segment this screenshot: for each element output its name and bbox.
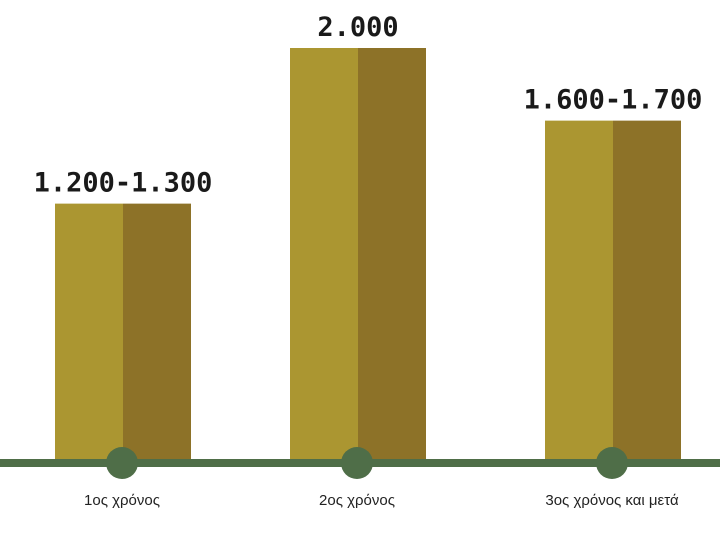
value-labels-group: 1.200-1.300 2.000 1.600-1.700: [34, 12, 703, 199]
value-label-1: 1.200-1.300: [34, 168, 213, 199]
axis-marker-1: [106, 447, 138, 479]
axis-marker-2: [341, 447, 373, 479]
value-label-2: 2.000: [317, 12, 398, 43]
axis-markers-group: [106, 447, 628, 479]
category-labels-group: 1ος χρόνος 2ος χρόνος 3ος χρόνος και μετά: [84, 492, 679, 509]
bar-2-left: [290, 48, 358, 463]
category-label-3: 3ος χρόνος και μετά: [545, 492, 679, 509]
bar-3-right: [613, 120, 681, 463]
bar-1-right: [123, 203, 191, 463]
value-label-3: 1.600-1.700: [524, 85, 703, 116]
axis-marker-3: [596, 447, 628, 479]
bar-2-right: [358, 48, 426, 463]
category-label-2: 2ος χρόνος: [319, 492, 395, 509]
category-label-1: 1ος χρόνος: [84, 492, 160, 509]
bar-1-left: [55, 203, 123, 463]
bar-3-left: [545, 120, 613, 463]
bars-group: [55, 48, 681, 463]
